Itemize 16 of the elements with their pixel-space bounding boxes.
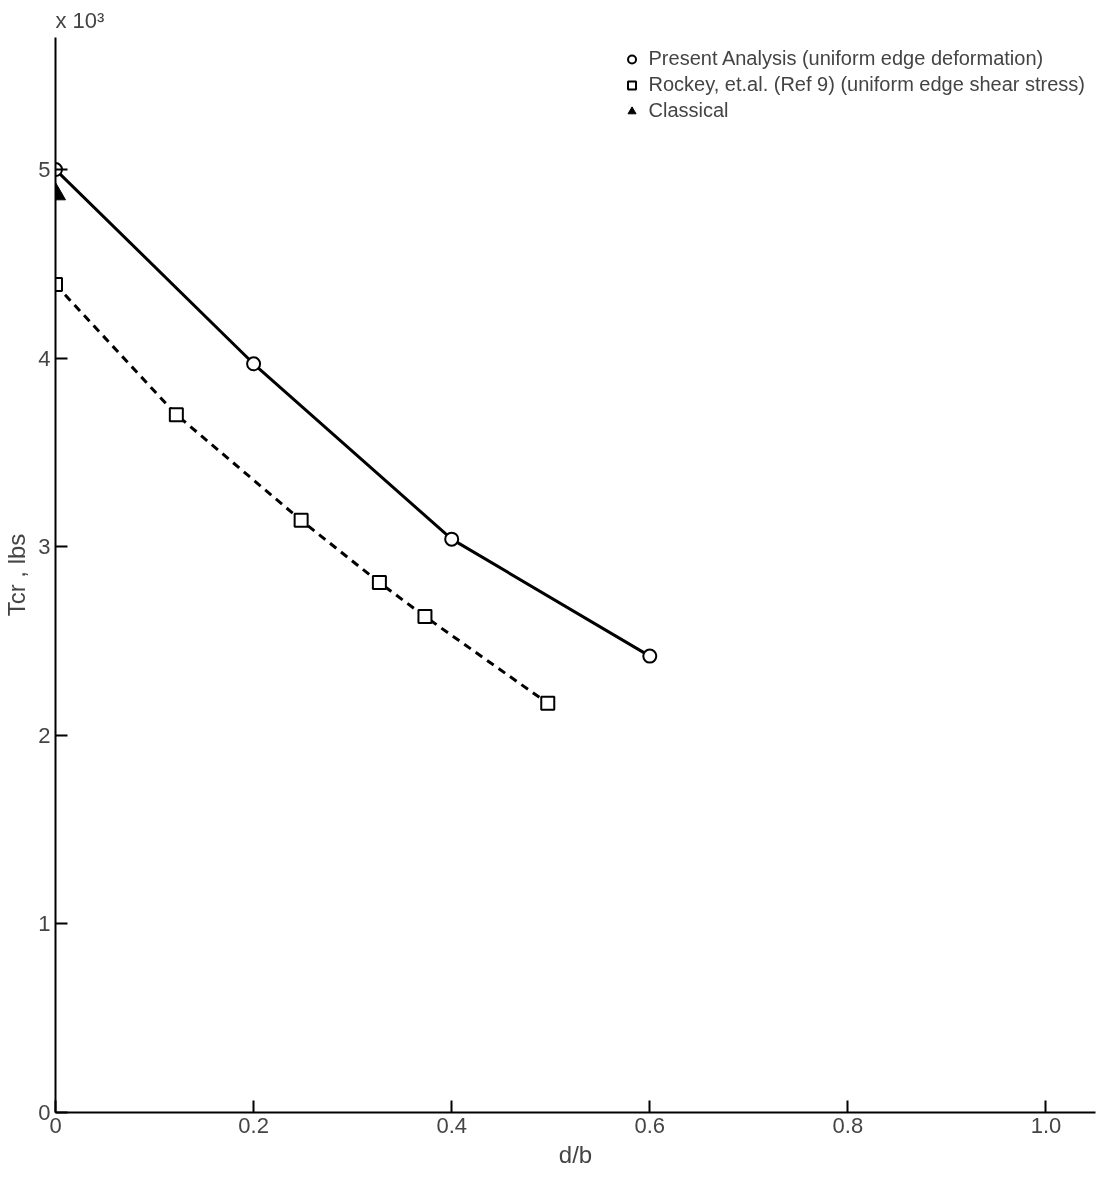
- x-tick-label: 0.4: [436, 1112, 467, 1138]
- y-tick-label: 2: [38, 722, 51, 748]
- y-axis-title: Tcr , lbs: [3, 533, 31, 617]
- x-tick-label: 1.0: [1030, 1112, 1062, 1138]
- text: x 10³: [55, 7, 105, 33]
- y-tick-label: 4: [38, 345, 51, 371]
- x-tick-label: 0.8: [832, 1112, 864, 1138]
- x-tick-label: 0.6: [634, 1112, 666, 1138]
- y-tick-label: 5: [38, 157, 51, 183]
- x-axis-title: d/b: [558, 1140, 593, 1168]
- y-tick-label: 3: [38, 534, 51, 560]
- legend-label: Classical: [648, 99, 729, 122]
- x-tick-label: 0.2: [238, 1112, 269, 1138]
- y-tick-label: 1: [38, 911, 51, 937]
- legend-label: Present Analysis (uniform edge deformation): [648, 47, 1044, 70]
- legend-label: Rockey, et.al. (Ref 9) (uniform edge shear stress): [648, 73, 1085, 96]
